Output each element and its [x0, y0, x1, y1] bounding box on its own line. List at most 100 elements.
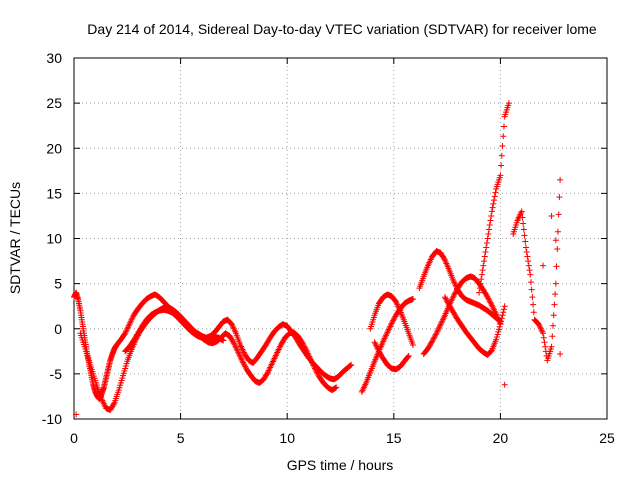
data-point [491, 197, 498, 204]
data-point [486, 296, 493, 303]
data-point [477, 280, 484, 287]
data-point [110, 400, 117, 407]
data-point [496, 323, 503, 330]
y-tick-label: 5 [54, 276, 62, 292]
data-point [314, 370, 321, 377]
data-points [71, 100, 564, 418]
data-point [476, 285, 483, 292]
data-point [478, 276, 485, 283]
data-point [451, 291, 458, 298]
y-axis-label: SDTVAR / TECUs [7, 182, 23, 294]
data-point [530, 309, 537, 316]
data-point [493, 336, 500, 343]
x-tick-label: 0 [70, 430, 78, 446]
data-point [530, 301, 537, 308]
data-point [540, 334, 547, 341]
data-point [429, 337, 436, 344]
data-point [497, 321, 504, 328]
data-point [242, 363, 249, 370]
y-tick-label: 30 [46, 50, 62, 66]
data-point [450, 293, 457, 300]
data-point [409, 341, 416, 348]
data-point [346, 363, 353, 370]
data-point [522, 238, 529, 245]
series-track-d [358, 295, 416, 395]
data-point [428, 339, 435, 346]
data-point [488, 212, 495, 219]
data-point [550, 312, 557, 319]
data-point [479, 267, 486, 274]
data-point [520, 226, 527, 233]
data-point [486, 221, 493, 228]
data-point [528, 286, 535, 293]
data-point [443, 296, 450, 303]
grid [74, 58, 607, 419]
data-point [548, 343, 555, 350]
data-point [556, 194, 563, 201]
data-point [73, 411, 80, 418]
data-point [494, 331, 501, 338]
chart-title: Day 214 of 2014, Sidereal Day-to-day VTE… [87, 21, 597, 37]
data-point [548, 212, 555, 219]
data-point [540, 262, 547, 269]
data-point [524, 253, 531, 260]
data-point [525, 258, 532, 265]
data-point [312, 366, 319, 373]
data-point [552, 280, 559, 287]
data-point [441, 294, 448, 301]
series-track-b [77, 304, 340, 413]
data-point [489, 204, 496, 211]
data-point [501, 381, 508, 388]
data-point [521, 232, 528, 239]
data-point [501, 303, 508, 310]
data-point [497, 172, 504, 179]
ticks: 0 5 10 15 20 25 -10 -5 0 5 10 15 20 25 30 [42, 50, 615, 446]
data-point [444, 298, 451, 305]
data-point [482, 249, 489, 256]
data-point [552, 291, 559, 298]
data-point [264, 370, 271, 377]
data-point [302, 346, 309, 353]
x-tick-label: 25 [599, 430, 615, 446]
x-tick-label: 5 [177, 430, 185, 446]
data-point [526, 267, 533, 274]
x-tick-label: 20 [493, 430, 509, 446]
data-point [388, 320, 395, 327]
data-point [491, 193, 498, 200]
data-point [522, 244, 529, 251]
series-track-c [122, 306, 227, 355]
data-point [389, 318, 396, 325]
y-tick-label: 0 [54, 321, 62, 337]
data-point [483, 244, 490, 251]
data-point [429, 338, 436, 345]
data-point [391, 314, 398, 321]
data-point [485, 295, 492, 302]
series-track-f [371, 339, 412, 373]
data-point [527, 271, 534, 278]
data-point [121, 331, 128, 338]
data-point [505, 100, 512, 107]
data-point [300, 341, 307, 348]
data-point [555, 211, 562, 218]
data-point [552, 237, 559, 244]
data-point [487, 217, 494, 224]
data-point [451, 290, 458, 297]
data-point [390, 317, 397, 324]
series-track-e [367, 291, 416, 348]
data-point [495, 326, 502, 333]
data-point [519, 214, 526, 221]
data-point [230, 338, 237, 345]
data-point [441, 255, 448, 262]
data-point [453, 287, 460, 294]
data-point [313, 368, 320, 375]
data-point [498, 162, 505, 169]
data-point [529, 294, 536, 301]
data-point [549, 333, 556, 340]
data-point [444, 299, 451, 306]
y-tick-label: 10 [46, 231, 62, 247]
data-point [481, 253, 488, 260]
data-point [520, 220, 527, 227]
data-point [498, 152, 505, 159]
data-point [488, 348, 495, 355]
